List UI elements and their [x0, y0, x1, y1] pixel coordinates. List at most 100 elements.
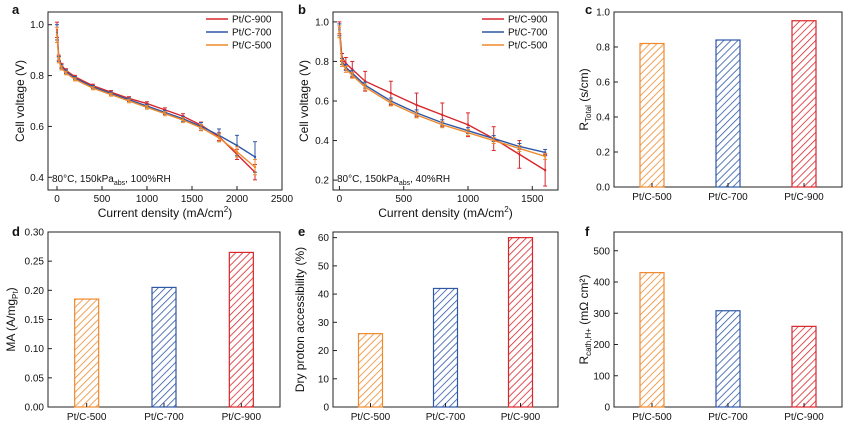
panel-letter-c: c	[585, 2, 592, 17]
legend-entry: Pt/C-700	[508, 28, 548, 39]
series-Pt/C-500	[55, 26, 257, 176]
x-tick-label: 2000	[226, 194, 249, 205]
y-tick-label: 60	[318, 233, 330, 244]
panel-c: c 0.0 0.2 0.4 0.6 0.8 1.0 Pt/C-500 Pt/C-700 Pt/C-…	[577, 2, 843, 203]
data-point	[441, 113, 444, 117]
x-tick-label: Pt/C-700	[708, 192, 748, 203]
data-point	[389, 91, 393, 95]
y-tick-label: 10	[318, 374, 330, 385]
y-tick-label: 200	[593, 340, 610, 351]
data-point	[235, 150, 239, 154]
y-axis-label: Cell voltage (V)	[13, 60, 27, 142]
data-point	[492, 139, 495, 142]
x-tick-label: Pt/C-900	[784, 192, 824, 203]
bar-Pt/C-500	[74, 298, 100, 408]
data-point	[415, 113, 418, 117]
data-point	[181, 118, 185, 122]
plot-frame	[332, 11, 559, 191]
x-tick-label: Pt/C-900	[222, 412, 262, 423]
y-tick-label: 0.0	[596, 183, 610, 194]
y-tick-label: 0.25	[25, 257, 45, 268]
y-tick-label: 0.30	[25, 228, 45, 239]
y-tick-label: 0.4	[315, 136, 329, 147]
data-point	[64, 71, 68, 75]
panel-letter-d: d	[12, 224, 20, 239]
y-tick-label: 0.8	[30, 71, 44, 82]
y-axis-label: Dry proton accessibility (%)	[293, 247, 307, 392]
panel-f: f 0 100 200 300 400 500 Pt/C-500 Pt/C-700 Pt/C-90…	[577, 224, 843, 423]
y-tick-label: 1.0	[315, 17, 329, 28]
data-point	[217, 136, 221, 140]
y-tick-label: 0.15	[25, 315, 45, 326]
data-point	[415, 103, 418, 107]
x-tick-label: Pt/C-500	[632, 412, 672, 423]
x-tick-label: 1000	[457, 194, 480, 205]
legend-entry: Pt/C-900	[232, 15, 272, 26]
y-tick-label: 500	[593, 246, 610, 257]
data-point	[363, 85, 367, 89]
y-tick-label: 0.10	[25, 344, 45, 355]
bar-Pt/C-700	[151, 286, 177, 408]
panel-e: e 0 10 20 30 40 50 60 Pt/C-500 Pt/C-700 Pt/C-900 Dr…	[293, 224, 559, 423]
y-axis-label: Rcath,H+ (mΩ cm²)	[577, 274, 593, 364]
data-point	[91, 87, 95, 90]
y-tick-label: 300	[593, 309, 610, 320]
x-tick-label: 500	[94, 194, 111, 205]
data-point	[466, 123, 470, 126]
x-tick-label: Pt/C-900	[784, 412, 824, 423]
data-point	[109, 93, 113, 96]
y-tick-label: 20	[318, 346, 330, 357]
y-tick-label: 1.0	[30, 20, 44, 31]
data-point	[253, 155, 257, 159]
series-Pt/C-500	[337, 25, 548, 160]
y-axis-label: Cell voltage (V)	[297, 60, 311, 142]
y-tick-label: 0.20	[25, 286, 45, 297]
data-point	[199, 126, 203, 129]
bar-Pt/C-700	[715, 39, 741, 188]
data-point	[543, 169, 547, 172]
bar-Pt/C-900	[791, 20, 817, 188]
data-point	[466, 131, 470, 134]
y-tick-label: 0.2	[315, 176, 329, 187]
bar-Pt/C-900	[791, 325, 817, 408]
x-tick-label: Pt/C-500	[632, 192, 672, 203]
data-point	[389, 101, 393, 105]
x-tick-label: 1000	[136, 194, 159, 205]
data-point	[441, 123, 444, 126]
bar-Pt/C-700	[715, 310, 741, 408]
y-tick-label: 50	[318, 261, 330, 272]
x-tick-label: 2500	[271, 194, 294, 205]
y-tick-label: 0.4	[30, 173, 44, 184]
panel-a: a 0 500 1000 1500 2000 2500 0.4 0.6 0.8 1.0 Current…	[12, 2, 294, 220]
x-tick-label: Pt/C-500	[67, 412, 107, 423]
y-tick-label: 40	[318, 290, 330, 301]
y-tick-label: 0.4	[596, 113, 610, 124]
y-tick-label: 0.8	[315, 57, 329, 68]
y-tick-label: 30	[318, 318, 330, 329]
y-tick-label: 0	[323, 403, 329, 414]
legend-entry: Pt/C-700	[232, 28, 272, 39]
x-tick-label: Pt/C-700	[708, 412, 748, 423]
series-line	[56, 34, 256, 168]
data-point	[351, 74, 354, 77]
bar-Pt/C-900	[507, 237, 534, 408]
y-tick-label: 0.8	[596, 43, 610, 54]
data-point	[235, 144, 239, 147]
series-Pt/C-700	[55, 24, 257, 173]
data-point	[57, 59, 60, 62]
bar-Pt/C-500	[639, 42, 665, 188]
y-axis-label: MA (A/mgPt)	[4, 287, 20, 351]
data-point	[145, 106, 149, 109]
x-tick-label: Pt/C-700	[144, 412, 184, 423]
y-tick-label: 0.00	[25, 403, 45, 414]
data-point	[60, 66, 63, 70]
data-point	[253, 165, 257, 169]
plot-frame	[47, 11, 283, 191]
data-point	[543, 155, 547, 158]
y-tick-label: 0.05	[25, 373, 45, 384]
legend-entry: Pt/C-500	[508, 41, 548, 52]
data-point	[73, 78, 77, 81]
data-point	[163, 112, 167, 115]
y-tick-label: 0.2	[596, 148, 610, 159]
